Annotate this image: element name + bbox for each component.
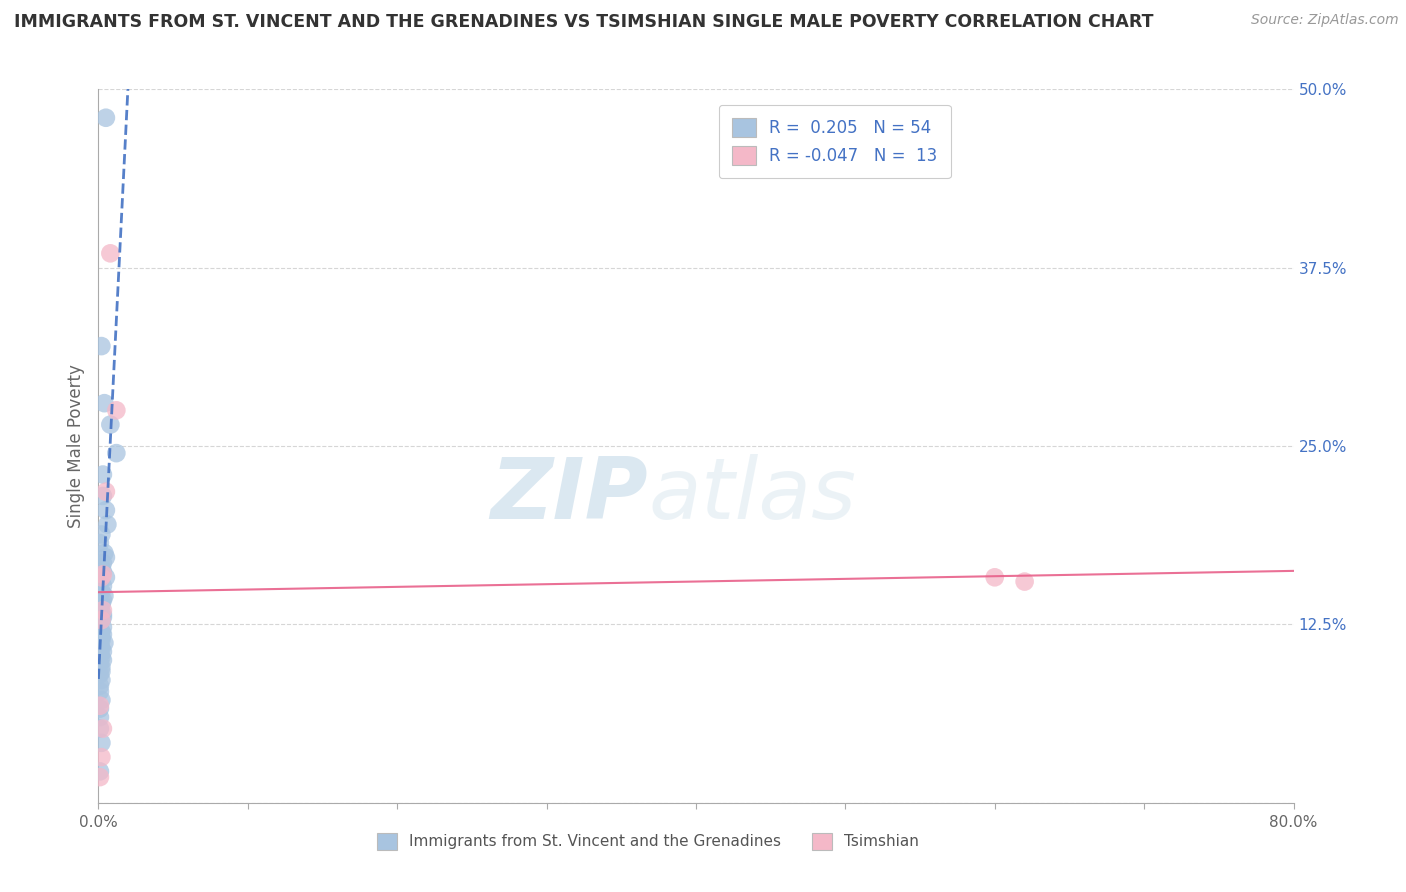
Point	[90, 665, 112, 679]
Point	[984, 570, 1007, 584]
Point	[105, 446, 128, 460]
Legend: Immigrants from St. Vincent and the Grenadines, Tsimshian: Immigrants from St. Vincent and the Gren…	[371, 827, 925, 855]
Point	[91, 722, 114, 736]
Point	[91, 620, 114, 634]
Point	[90, 660, 112, 674]
Point	[89, 698, 111, 713]
Point	[90, 527, 112, 541]
Point	[89, 639, 111, 653]
Point	[89, 722, 111, 736]
Point	[91, 467, 114, 482]
Point	[91, 653, 114, 667]
Point	[90, 750, 112, 764]
Point	[90, 630, 112, 644]
Point	[93, 589, 115, 603]
Point	[90, 693, 112, 707]
Text: Source: ZipAtlas.com: Source: ZipAtlas.com	[1251, 13, 1399, 28]
Point	[91, 567, 114, 582]
Point	[91, 565, 114, 579]
Point	[89, 684, 111, 698]
Point	[91, 610, 114, 624]
Point	[94, 111, 117, 125]
Point	[91, 556, 114, 570]
Point	[89, 764, 111, 779]
Point	[90, 673, 112, 687]
Point	[89, 667, 111, 681]
Point	[93, 546, 115, 560]
Point	[93, 636, 115, 650]
Point	[98, 246, 122, 260]
Point	[91, 627, 114, 641]
Point	[91, 644, 114, 658]
Point	[89, 701, 111, 715]
Point	[98, 417, 122, 432]
Point	[89, 656, 111, 670]
Point	[89, 710, 111, 724]
Point	[105, 403, 128, 417]
Point	[89, 648, 111, 662]
Point	[89, 536, 111, 550]
Text: ZIP: ZIP	[491, 454, 648, 538]
Point	[90, 633, 112, 648]
Point	[90, 599, 112, 613]
Point	[90, 584, 112, 599]
Point	[90, 560, 112, 574]
Point	[91, 489, 114, 503]
Point	[90, 613, 112, 627]
Point	[90, 641, 112, 656]
Point	[93, 396, 115, 410]
Point	[90, 650, 112, 665]
Point	[96, 517, 118, 532]
Point	[90, 339, 112, 353]
Point	[89, 574, 111, 589]
Point	[1014, 574, 1036, 589]
Point	[89, 770, 111, 784]
Point	[91, 579, 114, 593]
Point	[89, 603, 111, 617]
Point	[94, 550, 117, 565]
Y-axis label: Single Male Poverty: Single Male Poverty	[67, 364, 86, 528]
Point	[90, 624, 112, 639]
Point	[90, 596, 112, 610]
Point	[90, 736, 112, 750]
Point	[91, 603, 114, 617]
Text: atlas: atlas	[648, 454, 856, 538]
Point	[90, 570, 112, 584]
Point	[91, 593, 114, 607]
Point	[94, 570, 117, 584]
Point	[91, 607, 114, 622]
Point	[89, 679, 111, 693]
Text: IMMIGRANTS FROM ST. VINCENT AND THE GRENADINES VS TSIMSHIAN SINGLE MALE POVERTY : IMMIGRANTS FROM ST. VINCENT AND THE GREN…	[14, 13, 1153, 31]
Point	[89, 615, 111, 630]
Point	[94, 503, 117, 517]
Point	[94, 484, 117, 499]
Point	[90, 613, 112, 627]
